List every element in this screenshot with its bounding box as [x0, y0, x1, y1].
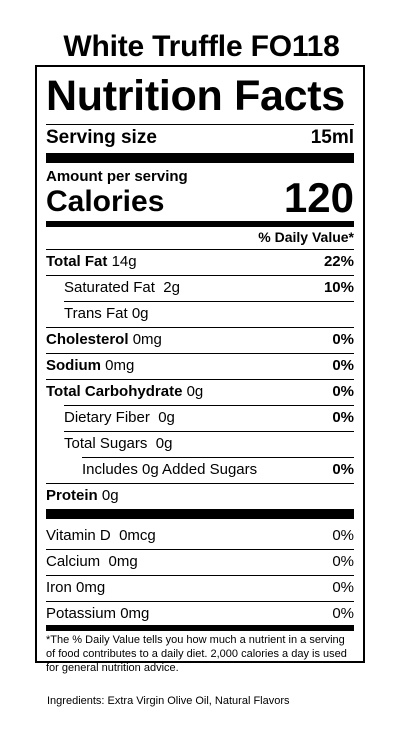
vitamin-dv: 0% [332, 527, 354, 544]
vitamin-name: Vitamin D [46, 527, 111, 544]
nutrient-row-dietary-fiber: Dietary Fiber 0g 0% [46, 405, 354, 431]
nutrient-amount: 2g [163, 279, 180, 296]
nutrient-name: Total Carbohydrate [46, 383, 183, 400]
thick-divider [46, 509, 354, 519]
nutrient-dv: 22% [323, 253, 354, 270]
divider [46, 575, 354, 576]
nutrition-facts-panel: Nutrition Facts Serving size 15ml Amount… [35, 65, 365, 674]
vitamin-dv: 0% [332, 605, 354, 622]
vitamin-amount: 0mg [108, 553, 138, 570]
nutrient-row-sodium: Sodium 0mg 0% [46, 353, 354, 379]
calories-label: Calories [46, 185, 165, 218]
vitamin-name: Potassium [46, 605, 117, 622]
nutrient-amount: 0g [158, 409, 175, 426]
divider [64, 301, 354, 302]
serving-size-row: Serving size 15ml [46, 125, 354, 155]
nutrient-amount: 14g [111, 253, 137, 270]
nutrient-row-total-carbohydrate: Total Carbohydrate 0g 0% [46, 379, 354, 405]
amount-per-serving-label: Amount per serving [46, 168, 188, 185]
vitamin-amount: 0mcg [119, 527, 156, 544]
calories-value: 120 [283, 174, 354, 221]
nutrient-amount: 0g [101, 487, 119, 504]
nutrient-name: Dietary Fiber [64, 409, 150, 426]
divider [46, 275, 354, 276]
vitamin-amount: 0mg [120, 605, 150, 622]
nutrient-name: Total Sugars [64, 435, 148, 452]
nutrient-amount: 0g [155, 435, 173, 452]
vitamin-row-potassium: Potassium 0mg 0% [46, 601, 354, 627]
nutrient-name: Cholesterol [46, 331, 129, 348]
nutrient-dv: 0% [332, 383, 354, 400]
daily-value-header: % Daily Value* [258, 229, 354, 245]
nutrient-name: Saturated Fat [64, 279, 155, 296]
nutrient-amount: 0g [131, 305, 149, 322]
vitamin-row-iron: Iron 0mg 0% [46, 575, 354, 601]
nutrient-row-total-sugars: Total Sugars 0g [46, 431, 354, 457]
divider [46, 124, 354, 125]
nutrient-dv: 0% [332, 357, 354, 374]
nutrient-amount: 0mg [132, 331, 162, 348]
divider [64, 431, 354, 432]
nutrient-row-protein: Protein 0g [46, 483, 354, 509]
divider [46, 379, 354, 380]
nutrient-name: Trans Fat [64, 305, 128, 322]
divider [46, 327, 354, 328]
nutrient-name: Protein [46, 487, 98, 504]
nutrient-row-saturated-fat: Saturated Fat 2g 10% [46, 275, 354, 301]
nutrient-dv: 0% [332, 331, 354, 348]
vitamin-name: Calcium [46, 553, 101, 570]
ingredients-text: Ingredients: Extra Virgin Olive Oil, Nat… [47, 695, 290, 707]
nutrient-row-cholesterol: Cholesterol 0mg 0% [46, 327, 354, 353]
divider [46, 601, 354, 602]
medium-divider [46, 221, 354, 227]
nutrient-dv: 0% [332, 409, 354, 426]
nutrient-dv: 0% [332, 461, 354, 478]
product-title: White Truffle FO118 [63, 30, 340, 63]
vitamin-dv: 0% [332, 579, 354, 596]
vitamin-row-vitamin-d: Vitamin D 0mcg 0% [46, 523, 354, 549]
nutrient-amount: 0g [186, 383, 204, 400]
nutrient-row-added-sugars: Includes 0g Added Sugars 0% [46, 457, 354, 483]
nutrient-row-trans-fat: Trans Fat 0g [46, 301, 354, 327]
nutrient-name: Sodium [46, 357, 101, 374]
vitamin-name: Iron [46, 579, 72, 596]
divider [46, 549, 354, 550]
divider [46, 483, 354, 484]
vitamin-amount: 0mg [76, 579, 106, 596]
nutrient-row-total-fat: Total Fat 14g 22% [46, 249, 354, 275]
divider [46, 353, 354, 354]
vitamin-row-calcium: Calcium 0mg 0% [46, 549, 354, 575]
serving-size-value: 15ml [310, 127, 354, 148]
daily-value-footnote: *The % Daily Value tells you how much a … [46, 634, 347, 674]
nutrient-dv: 10% [323, 279, 354, 296]
nutrient-name: Total Fat [46, 253, 108, 270]
divider [64, 405, 354, 406]
thick-divider [46, 153, 354, 163]
divider [46, 249, 354, 250]
vitamin-dv: 0% [332, 553, 354, 570]
serving-size-label: Serving size [46, 127, 157, 148]
divider [82, 457, 354, 458]
nutrient-amount: 0mg [105, 357, 135, 374]
nutrient-name: Includes 0g Added Sugars [82, 461, 258, 478]
nutrition-facts-heading: Nutrition Facts [46, 72, 345, 120]
medium-divider [46, 625, 354, 631]
